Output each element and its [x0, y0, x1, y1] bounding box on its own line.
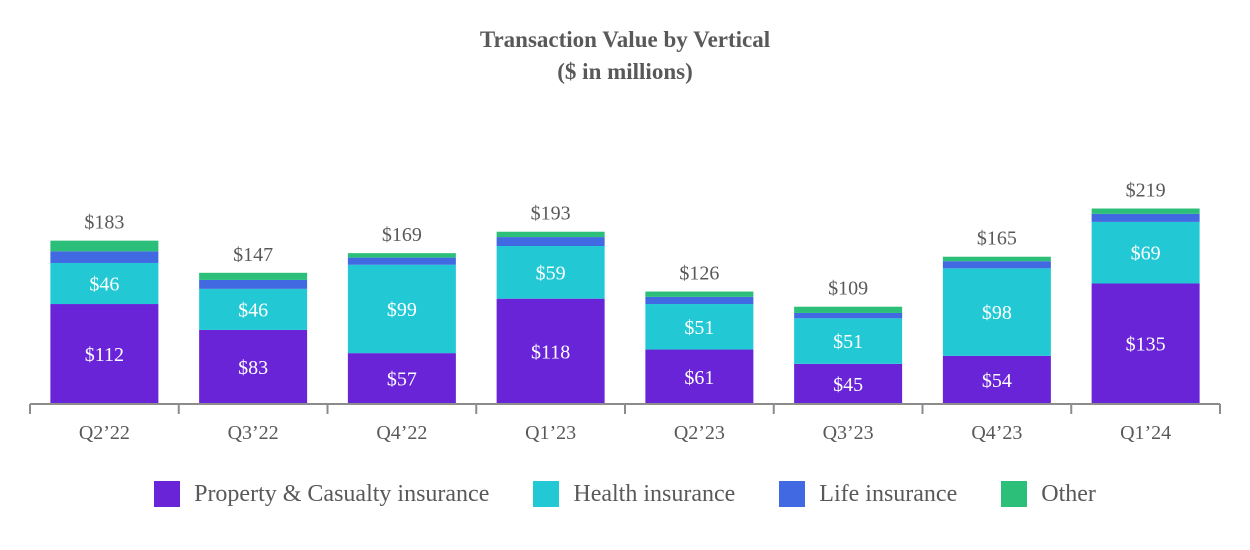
data-label: $46: [89, 273, 119, 295]
total-label: $165: [977, 228, 1017, 250]
bar-segment-2-4: [496, 246, 605, 299]
total-label: $109: [828, 278, 868, 300]
x-tick-label: Q3’22: [228, 422, 279, 444]
data-label: $69: [1131, 243, 1161, 265]
data-label: $83: [238, 357, 268, 379]
data-label: $135: [1126, 334, 1166, 356]
data-label: $118: [531, 341, 570, 363]
x-tick-label: Q2’23: [674, 422, 725, 444]
bar-segment-4-2: [199, 272, 308, 280]
bar-segment-4-7: [942, 256, 1051, 262]
x-tick-label: Q1’23: [525, 422, 576, 444]
bar-segment-4-6: [794, 306, 903, 313]
bar-segment-1-1: [50, 304, 159, 404]
plot-area: $112 $46 $183 Q2’22 $83 $46 $147 Q3’22 $57 $99 $16…: [29, 180, 1221, 444]
data-label: $46: [238, 299, 268, 321]
legend-item: Health insurance: [533, 481, 735, 508]
bar-segment-1-8: [1091, 283, 1200, 404]
data-label: $98: [982, 302, 1012, 324]
bar-segment-2-3: [347, 264, 456, 354]
chart-subtitle: ($ in millions): [557, 59, 693, 84]
data-label: $112: [85, 344, 124, 366]
legend-label: Property & Casualty insurance: [194, 480, 490, 507]
legend: Property & Casualty insurance Health insu…: [0, 476, 1250, 512]
x-tick-label: Q2’22: [79, 422, 130, 444]
x-tick-label: Q3’23: [823, 422, 874, 444]
chart-title: Transaction Value by Vertical: [479, 27, 771, 52]
total-label: $219: [1126, 180, 1166, 202]
total-label: $169: [382, 224, 422, 246]
x-tick-label: Q1’24: [1120, 422, 1171, 444]
data-label: $59: [536, 262, 566, 284]
bar-segment-1-5: [645, 349, 754, 404]
bar-segment-2-7: [942, 268, 1051, 356]
bar-segment-1-3: [347, 353, 456, 404]
x-tick-label: Q4’23: [971, 422, 1022, 444]
bar-segment-3-8: [1091, 213, 1200, 222]
data-label: $54: [982, 370, 1012, 392]
total-label: $193: [531, 203, 571, 225]
total-label: $147: [233, 244, 273, 266]
bar-segment-3-5: [645, 296, 754, 305]
bar-segment-4-5: [645, 291, 754, 297]
bar-segment-2-5: [645, 304, 754, 350]
bar-segment-2-1: [50, 262, 159, 305]
bar-segment-4-8: [1091, 208, 1200, 214]
bar-segment-4-3: [347, 253, 456, 258]
data-label: $99: [387, 299, 417, 321]
bar-segment-2-6: [794, 318, 903, 364]
total-label: $183: [84, 212, 124, 234]
bar-segment-4-1: [50, 240, 159, 252]
total-label: $126: [679, 263, 719, 285]
data-label: $51: [684, 317, 714, 339]
legend-swatch: [533, 481, 560, 507]
bar-segment-3-2: [199, 279, 308, 289]
legend-label: Life insurance: [819, 480, 958, 507]
legend-item: Other: [1001, 481, 1096, 508]
bar-segment-3-6: [794, 312, 903, 319]
bar-segment-3-7: [942, 261, 1051, 269]
bar-segment-4-4: [496, 231, 605, 238]
bar-segment-2-2: [199, 288, 308, 330]
bar-segment-1-4: [496, 298, 605, 404]
x-tick-label: Q4’22: [376, 422, 427, 444]
bar-segment-3-1: [50, 251, 159, 263]
legend-label: Other: [1041, 480, 1096, 507]
legend-item: Property & Casualty insurance: [154, 481, 489, 508]
chart-title-block: Transaction Value by Vertical ($ in mill…: [0, 24, 1250, 88]
bar-segment-1-6: [794, 363, 903, 404]
legend-item: Life insurance: [779, 481, 957, 508]
data-label: $57: [387, 369, 417, 391]
data-label: $45: [833, 374, 863, 396]
bar-segment-1-2: [199, 329, 308, 404]
legend-swatch: [154, 481, 181, 507]
legend-swatch: [1001, 481, 1028, 507]
bar-segment-3-3: [347, 257, 456, 265]
data-label: $61: [684, 367, 714, 389]
legend-swatch: [779, 481, 806, 507]
bar-segment-3-4: [496, 237, 605, 247]
bar-segment-1-7: [942, 355, 1051, 404]
legend-label: Health insurance: [573, 480, 736, 507]
bar-segment-2-8: [1091, 221, 1200, 284]
data-label: $51: [833, 331, 863, 353]
